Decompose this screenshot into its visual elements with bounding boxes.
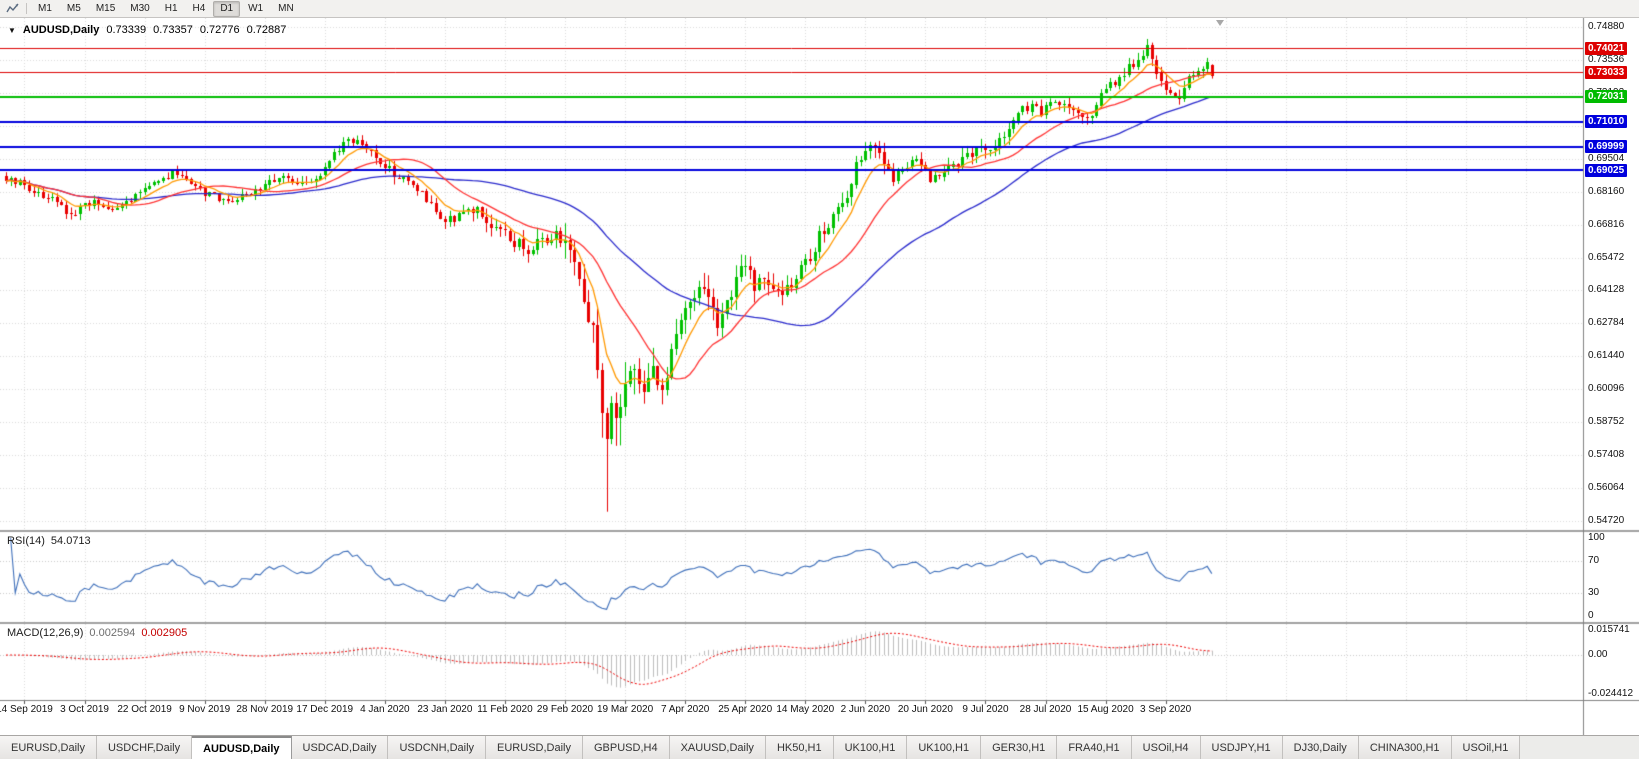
chart-tab-hk50-h1[interactable]: HK50,H1 <box>765 736 834 759</box>
price-tick-label: 0.69504 <box>1588 152 1625 164</box>
date-tick-label: 3 Oct 2019 <box>60 704 109 715</box>
hline-price-label: 0.69025 <box>1585 163 1628 177</box>
date-tick-label: 7 Apr 2020 <box>660 704 710 715</box>
chart-tab-fra40-h1[interactable]: FRA40,H1 <box>1057 736 1132 759</box>
rsi-scale-label: 0 <box>1588 610 1594 621</box>
timeframe-button-m5[interactable]: M5 <box>66 2 81 14</box>
date-tick-label: 14 May 2020 <box>776 704 835 715</box>
price-tick-label: 0.57408 <box>1588 449 1625 461</box>
date-tick-label: 25 Apr 2020 <box>718 704 773 715</box>
date-tick-label: 22 Oct 2019 <box>117 704 172 715</box>
date-tick-label: 4 Jan 2020 <box>360 704 410 715</box>
hline-price-label: 0.71010 <box>1585 115 1628 129</box>
price-tick-label: 0.56064 <box>1588 482 1625 494</box>
toolbar-separator <box>26 3 27 14</box>
quote-open: 0.73339 <box>106 24 147 36</box>
date-tick-label: 19 Mar 2020 <box>597 704 654 715</box>
macd-scale-label: -0.024412 <box>1588 688 1634 699</box>
date-tick-label: 17 Dec 2019 <box>296 704 354 715</box>
macd-title: MACD(12,26,9) <box>7 627 84 639</box>
macd-scale-label: 0.015741 <box>1588 624 1630 635</box>
timeframe-button-h1[interactable]: H1 <box>164 2 178 14</box>
rsi-title: RSI(14) <box>7 535 45 547</box>
price-tick-label: 0.62784 <box>1588 317 1625 329</box>
time-scale[interactable]: 14 Sep 2019 3 Oct 2019 22 Oct 2019 9 Nov 20… <box>0 700 1639 735</box>
date-tick-label: 9 Nov 2019 <box>179 704 231 715</box>
price-tick-label: 0.64128 <box>1588 284 1625 296</box>
price-tick-label: 0.73536 <box>1588 53 1625 65</box>
date-tick-label: 23 Jan 2020 <box>417 704 473 715</box>
chart-tab-uk100-h1[interactable]: UK100,H1 <box>907 736 982 759</box>
price-tick-label: 0.74880 <box>1588 21 1625 32</box>
rsi-scale-label: 100 <box>1588 532 1605 543</box>
symbol-period-label: AUDUSD,Daily <box>22 24 100 36</box>
chart-tab-xauusd-daily[interactable]: XAUUSD,Daily <box>669 736 766 759</box>
chart-tab-usoil-h1[interactable]: USOil,H1 <box>1451 736 1521 759</box>
date-tick-label: 28 Nov 2019 <box>236 704 294 715</box>
quote-header: ▼ AUDUSD,Daily 0.73339 0.73357 0.72776 0… <box>8 24 286 36</box>
timeframe-button-m30[interactable]: M30 <box>130 2 150 14</box>
hline-price-label: 0.72031 <box>1585 90 1628 104</box>
chart-tab-usoil-h4[interactable]: USOil,H4 <box>1131 736 1201 759</box>
hline-price-label: 0.74021 <box>1585 41 1628 55</box>
timeframe-toolbar: M1 M5 M15 M30 H1 H4 D1 W1 MN <box>0 0 1639 18</box>
chart-tab-usdchf-daily[interactable]: USDCHF,Daily <box>96 736 193 759</box>
date-tick-label: 28 Jul 2020 <box>1019 704 1072 715</box>
timeframe-button-mn[interactable]: MN <box>278 2 294 14</box>
chart-tab-audusd-daily[interactable]: AUDUSD,Daily <box>192 736 292 759</box>
timeframe-button-d1[interactable]: D1 <box>213 0 241 17</box>
timeframe-button-h4[interactable]: H4 <box>192 2 206 14</box>
price-tick-label: 0.68160 <box>1588 185 1625 197</box>
chart-tab-usdcad-daily[interactable]: USDCAD,Daily <box>291 736 389 759</box>
quote-close: 0.72887 <box>246 24 287 36</box>
chart-tab-eurusd-daily[interactable]: EURUSD,Daily <box>0 736 97 759</box>
rsi-value: 54.0713 <box>50 535 91 547</box>
macd-scale-label: 0.00 <box>1588 649 1608 661</box>
one-click-trading-toggle[interactable]: ▼ <box>8 25 16 35</box>
price-tick-label: 0.60096 <box>1588 383 1625 395</box>
macd-signal-value: 0.002905 <box>141 627 188 639</box>
quote-low: 0.72776 <box>199 24 240 36</box>
timeframe-buttons: M1 M5 M15 M30 H1 H4 D1 W1 MN <box>31 0 301 17</box>
timeframe-button-m1[interactable]: M1 <box>38 2 52 14</box>
rsi-scale-label: 30 <box>1588 586 1600 598</box>
chart-tab-gbpusd-h4[interactable]: GBPUSD,H4 <box>583 736 670 759</box>
date-tick-label: 9 Jul 2020 <box>962 704 1009 715</box>
hline-price-label: 0.69999 <box>1585 140 1628 154</box>
date-tick-label: 14 Sep 2019 <box>0 704 53 715</box>
date-tick-label: 3 Sep 2020 <box>1140 704 1192 715</box>
timeframe-button-m15[interactable]: M15 <box>95 2 116 14</box>
chart-tab-uk100-h1[interactable]: UK100,H1 <box>833 736 908 759</box>
rsi-indicator-label: RSI(14) 54.0713 <box>7 535 91 547</box>
date-tick-label: 20 Jun 2020 <box>897 704 953 715</box>
hline-price-label: 0.73033 <box>1585 65 1628 79</box>
chart-shift-marker[interactable] <box>1216 20 1224 26</box>
chart-tab-ger30-h1[interactable]: GER30,H1 <box>981 736 1058 759</box>
date-tick-label: 15 Aug 2020 <box>1077 704 1134 715</box>
chart-tab-china300-h1[interactable]: CHINA300,H1 <box>1358 736 1452 759</box>
chart-tab-usdcnh-daily[interactable]: USDCNH,Daily <box>388 736 487 759</box>
chart-tab-eurusd-daily[interactable]: EURUSD,Daily <box>486 736 583 759</box>
price-tick-label: 0.58752 <box>1588 416 1625 428</box>
date-tick-label: 2 Jun 2020 <box>840 704 891 715</box>
price-tick-label: 0.66816 <box>1588 218 1625 230</box>
macd-main-value: 0.002594 <box>89 627 136 639</box>
timeframe-button-w1[interactable]: W1 <box>248 2 264 14</box>
quote-high: 0.73357 <box>153 24 193 36</box>
chart-line-icon[interactable] <box>4 2 22 16</box>
chart-tab-usdjpy-h1[interactable]: USDJPY,H1 <box>1200 736 1283 759</box>
date-tick-label: 29 Feb 2020 <box>536 704 594 715</box>
date-tick-label: 11 Feb 2020 <box>477 704 533 715</box>
price-tick-label: 0.54720 <box>1588 515 1625 526</box>
price-tick-label: 0.65472 <box>1588 251 1625 263</box>
price-chart-canvas[interactable] <box>0 18 1639 735</box>
rsi-scale-label: 70 <box>1588 555 1600 567</box>
macd-indicator-label: MACD(12,26,9) 0.002594 0.002905 <box>7 627 187 639</box>
price-tick-label: 0.61440 <box>1588 350 1625 362</box>
chart-tabs-bar: EURUSD,Daily USDCHF,Daily AUDUSD,Daily USDC… <box>0 735 1639 759</box>
price-scale[interactable]: 0.748800.735360.721920.708480.695040.681… <box>1584 18 1639 735</box>
chart-tab-dj30-daily[interactable]: DJ30,Daily <box>1282 736 1359 759</box>
